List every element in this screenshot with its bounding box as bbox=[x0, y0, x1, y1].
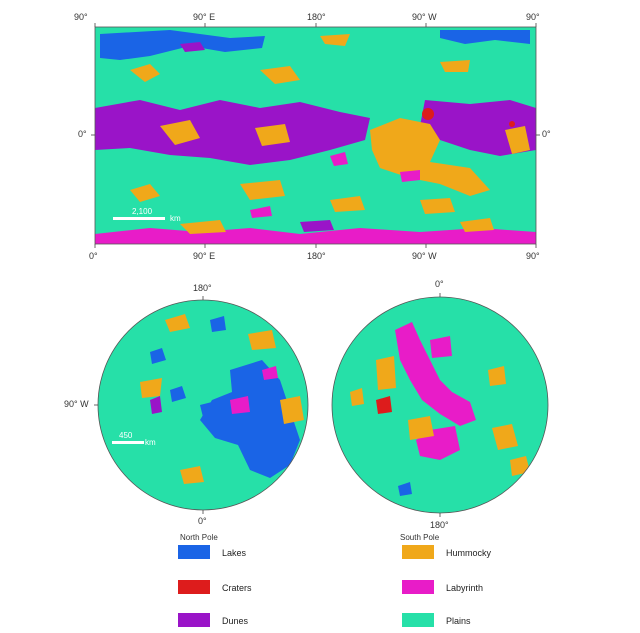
hummocky-region bbox=[510, 456, 530, 476]
equirectangular-map-frame bbox=[94, 26, 537, 245]
dunes-region bbox=[95, 100, 370, 165]
crater bbox=[422, 108, 434, 120]
equirect-left-equator-label: 0° bbox=[78, 129, 87, 139]
legend-swatch-lakes bbox=[178, 545, 210, 559]
north-pole-top-label: 180° bbox=[193, 283, 212, 293]
hummocky-region bbox=[505, 126, 530, 154]
hummocky-region bbox=[320, 34, 350, 46]
hummocky-region bbox=[440, 60, 470, 72]
hummocky-region bbox=[160, 120, 200, 145]
legend-swatch-plains bbox=[402, 613, 434, 627]
equirectangular-map bbox=[95, 27, 536, 244]
lakes-region bbox=[150, 348, 166, 364]
hummocky-region bbox=[492, 424, 518, 450]
lakes-region bbox=[210, 316, 226, 332]
crater bbox=[376, 396, 392, 414]
equirect-top-label-left: 90° bbox=[74, 12, 88, 22]
legend-swatch-hummocky bbox=[402, 545, 434, 559]
legend-label-labyrinth: Labyrinth bbox=[446, 583, 484, 593]
hummocky-region bbox=[255, 124, 290, 146]
north-scale-unit: km bbox=[145, 438, 156, 447]
north-scale-bar bbox=[112, 441, 144, 444]
legend-swatch-labyrinth bbox=[402, 580, 434, 594]
dunes-region bbox=[300, 220, 334, 232]
legend-south-pole-heading: South Pole bbox=[400, 533, 440, 542]
hummocky-region bbox=[180, 220, 226, 234]
lakes-region bbox=[200, 400, 225, 425]
legend-swatch-dunes bbox=[178, 613, 210, 627]
hummocky-region bbox=[130, 184, 160, 202]
equirect-bottom-label-90: 90° bbox=[526, 251, 540, 261]
equirect-bottom-label-90w: 90° W bbox=[412, 251, 437, 261]
north-scale-value: 450 bbox=[119, 431, 133, 440]
legend-swatch-craters bbox=[178, 580, 210, 594]
crater bbox=[509, 121, 515, 127]
labyrinth-region bbox=[230, 396, 250, 414]
legend-label-craters: Craters bbox=[222, 583, 252, 593]
hummocky-region bbox=[240, 180, 285, 200]
north-pole-map bbox=[98, 300, 308, 510]
labyrinth-region bbox=[250, 206, 272, 218]
dunes-region bbox=[150, 396, 162, 414]
labyrinth-region bbox=[430, 336, 452, 358]
equirect-bottom-label-180: 180° bbox=[307, 251, 326, 261]
hummocky-region bbox=[376, 356, 396, 390]
north-pole-bottom-label: 0° bbox=[198, 516, 207, 526]
equirect-bottom-label-90e: 90° E bbox=[193, 251, 216, 261]
legend-label-dunes: Dunes bbox=[222, 616, 249, 626]
lakes-region bbox=[200, 360, 300, 478]
hummocky-region bbox=[248, 330, 276, 350]
hummocky-region bbox=[280, 396, 304, 424]
equirect-scale-unit: km bbox=[170, 214, 181, 223]
hummocky-region bbox=[330, 196, 365, 212]
labyrinth-region bbox=[400, 170, 420, 182]
legend-label-plains: Plains bbox=[446, 616, 471, 626]
lakes-region bbox=[170, 386, 186, 402]
hummocky-region bbox=[370, 118, 490, 196]
equirect-top-label-90e: 90° E bbox=[193, 12, 216, 22]
legend-north-pole-heading: North Pole bbox=[180, 533, 218, 542]
south-pole-bottom-label: 180° bbox=[430, 520, 449, 530]
legend-label-lakes: Lakes bbox=[222, 548, 247, 558]
legend-label-hummocky: Hummocky bbox=[446, 548, 492, 558]
equirect-scale-bar bbox=[113, 217, 165, 220]
hummocky-region bbox=[350, 388, 364, 406]
lakes-region bbox=[398, 482, 412, 496]
equirect-top-label-right: 90° bbox=[526, 12, 540, 22]
hummocky-region bbox=[488, 366, 506, 386]
south-pole-map bbox=[332, 297, 548, 513]
hummocky-region bbox=[130, 64, 160, 82]
hummocky-region bbox=[260, 66, 300, 84]
north-pole-ticks bbox=[94, 296, 204, 514]
south-pole-top-label: 0° bbox=[435, 279, 444, 289]
dunes-region bbox=[180, 42, 205, 52]
labyrinth-region bbox=[395, 322, 476, 426]
equirect-scale-value: 2,100 bbox=[132, 207, 153, 216]
hummocky-region bbox=[408, 416, 434, 440]
hummocky-region bbox=[140, 378, 162, 398]
labyrinth-region bbox=[262, 366, 278, 380]
equirect-top-label-180: 180° bbox=[307, 12, 326, 22]
equirectangular-ticks bbox=[91, 23, 540, 248]
equirect-top-label-90w: 90° W bbox=[412, 12, 437, 22]
hummocky-region bbox=[460, 218, 494, 232]
hummocky-region bbox=[180, 466, 204, 484]
north-pole-left-label: 90° W bbox=[64, 399, 89, 409]
lakes-region bbox=[440, 30, 530, 44]
hummocky-region bbox=[165, 314, 190, 332]
dunes-region bbox=[420, 100, 536, 156]
equirect-bottom-label-0: 0° bbox=[89, 251, 98, 261]
hummocky-region bbox=[420, 198, 455, 214]
labyrinth-region bbox=[330, 152, 348, 166]
equirect-right-equator-label: 0° bbox=[542, 129, 551, 139]
